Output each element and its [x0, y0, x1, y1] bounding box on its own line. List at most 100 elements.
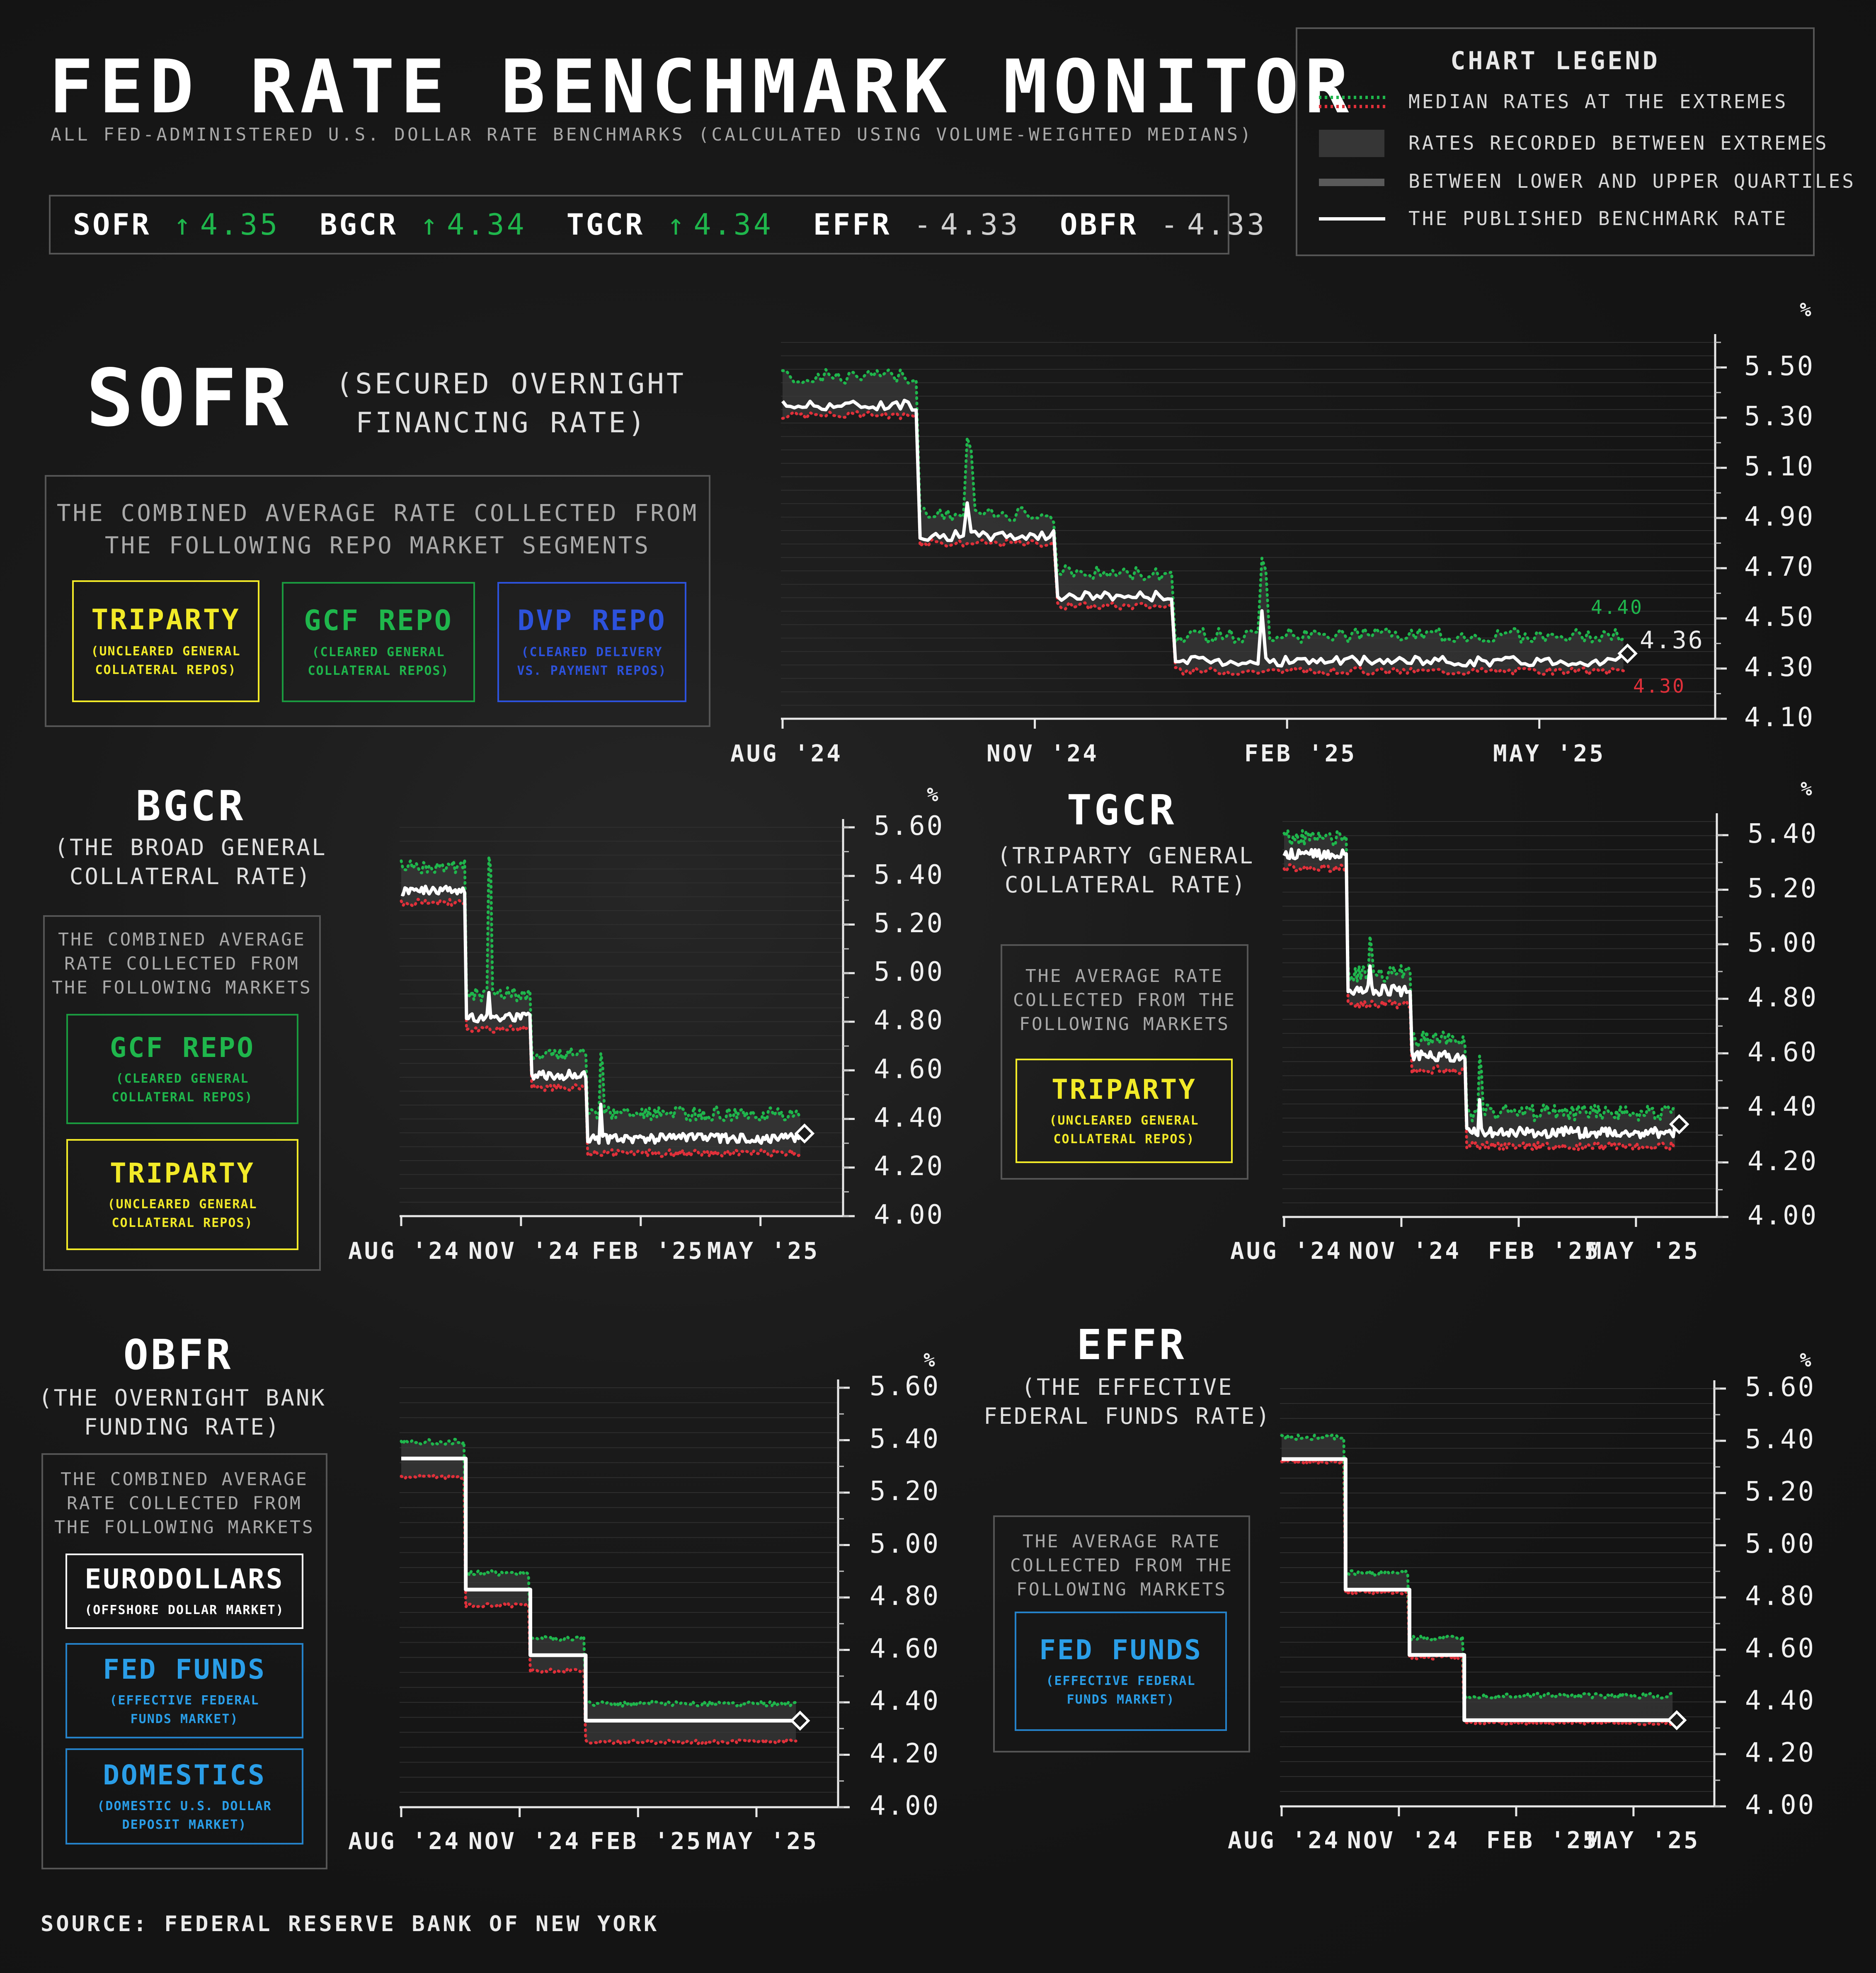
y-tick-label: 4.30 [1744, 652, 1815, 683]
y-unit: % [927, 783, 940, 806]
bgcr-segment-triparty: TRIPARTY (UNCLEARED GENERAL COLLATERAL REP… [66, 1139, 298, 1250]
y-tick-label: 4.40 [1748, 1091, 1818, 1122]
ticker-name: EFFR [813, 208, 892, 242]
segment-desc: (CLEARED DELIVERY VS. PAYMENT REPOS) [517, 643, 667, 680]
segment-desc-1: (UNCLEARED GENERAL [91, 644, 241, 659]
ticker-obfr: OBFR -4.33 [1060, 208, 1267, 242]
legend-label: RATES RECORDED BETWEEN EXTREMES [1408, 132, 1829, 154]
obfr-fullname: (THE OVERNIGHT BANK FUNDING RATE) [39, 1385, 326, 1440]
y-tick-label: 4.00 [874, 1200, 945, 1231]
segment-name: EURODOLLARS [85, 1563, 284, 1595]
segment-name: FED FUNDS [1039, 1634, 1202, 1666]
bgcr-heading: BGCR [136, 782, 246, 830]
segment-desc-2: COLLATERAL REPOS) [1053, 1132, 1195, 1146]
y-tick-label: 5.40 [870, 1423, 940, 1454]
x-tick-label: AUG '24 [1230, 1238, 1343, 1265]
ticker-arrow: - [914, 208, 931, 242]
obfr-current-marker [790, 1711, 810, 1731]
y-tick-label: 5.00 [1745, 1529, 1816, 1560]
y-tick-label: 5.40 [874, 859, 945, 890]
segment-name: TRIPARTY [91, 603, 240, 636]
segment-desc-2: COLLATERAL REPOS) [111, 1215, 253, 1230]
x-tick-label: MAY '25 [1588, 1827, 1700, 1854]
x-tick-label: AUG '24 [730, 740, 843, 767]
sofr-segment-triparty: TRIPARTY (UNCLEARED GENERAL COLLATERAL REP… [72, 580, 259, 702]
y-tick-label: 5.40 [1748, 819, 1818, 850]
segment-desc: (EFFECTIVE FEDERAL FUNDS MARKET) [109, 1691, 259, 1728]
segment-desc: (UNCLEARED GENERAL COLLATERAL REPOS) [107, 1195, 257, 1232]
legend-title: CHART LEGEND [1450, 46, 1660, 75]
y-tick-label: 4.40 [1745, 1685, 1816, 1716]
ticker-bgcr: BGCR ↑ 4.34 [320, 208, 526, 242]
sofr-annotation-current: 4.36 [1640, 626, 1704, 654]
y-tick-label: 4.60 [1745, 1633, 1816, 1664]
y-tick-label: 5.30 [1744, 401, 1815, 432]
ticker-name: OBFR [1060, 208, 1138, 242]
ticker-arrow: ↑ [667, 208, 685, 242]
segment-desc-2: FUNDS MARKET) [1066, 1692, 1175, 1707]
y-tick-label: 4.20 [874, 1151, 945, 1182]
obfr-segment-fed-funds: FED FUNDS (EFFECTIVE FEDERAL FUNDS MARKET) [65, 1643, 303, 1738]
segment-name: GCF REPO [304, 604, 453, 637]
y-tick-label: 4.00 [870, 1791, 940, 1822]
sofr-low-series [781, 410, 1625, 676]
segment-desc-1: (OFFSHORE DOLLAR MARKET) [85, 1603, 284, 1617]
sofr-range-band [783, 369, 1624, 675]
sofr-fullname: (SECURED OVERNIGHT FINANCING RATE) [336, 368, 686, 439]
x-tick-label: NOV '24 [986, 740, 1099, 767]
segment-desc-2: COLLATERAL REPOS) [95, 662, 237, 677]
x-tick-label: FEB '25 [590, 1828, 703, 1855]
legend-label: MEDIAN RATES AT THE EXTREMES [1408, 90, 1788, 113]
tgcr-fullname: (TRIPARTY GENERAL COLLATERAL RATE) [997, 843, 1255, 898]
y-tick-label: 4.40 [870, 1686, 940, 1717]
y-tick-label: 5.20 [870, 1476, 940, 1507]
effr-fullname: (THE EFFECTIVE FEDERAL FUNDS RATE) [984, 1374, 1271, 1429]
segment-desc-1: (EFFECTIVE FEDERAL [1046, 1673, 1196, 1688]
tgcr-info-box: THE AVERAGE RATE COLLECTED FROM THE FOLLOW… [1001, 944, 1248, 1180]
obfr-benchmark-series [401, 1457, 796, 1723]
ticker-arrow: ↑ [420, 208, 438, 242]
x-tick-label: AUG '24 [348, 1238, 461, 1265]
y-tick-label: 5.00 [874, 957, 945, 988]
segment-desc-1: (DOMESTIC U.S. DOLLAR [97, 1798, 272, 1813]
x-tick-label: AUG '24 [1228, 1827, 1340, 1854]
x-tick-label: AUG '24 [348, 1828, 461, 1855]
ticker-value: 4.34 [693, 208, 773, 242]
ticker-tgcr: TGCR ↑ 4.34 [567, 208, 773, 242]
y-unit: % [923, 1349, 937, 1371]
y-tick-label: 5.20 [874, 908, 945, 939]
y-tick-label: 4.80 [874, 1005, 945, 1036]
x-tick-label: NOV '24 [1349, 1238, 1462, 1265]
effr-low-series [1280, 1458, 1674, 1726]
legend-swatch-band [1319, 130, 1384, 157]
x-tick-label: MAY '25 [707, 1238, 820, 1265]
x-tick-label: FEB '25 [1486, 1827, 1599, 1854]
y-tick-label: 5.10 [1744, 451, 1815, 482]
segment-desc-2: FUNDS MARKET) [130, 1711, 239, 1726]
bgcr-segment-gcf-repo: GCF REPO (CLEARED GENERAL COLLATERAL REPOS… [66, 1014, 298, 1124]
y-tick-label: 4.20 [1745, 1738, 1816, 1769]
x-tick-label: NOV '24 [468, 1238, 581, 1265]
legend-label: THE PUBLISHED BENCHMARK RATE [1408, 207, 1788, 230]
y-unit: % [1801, 778, 1814, 800]
ticker-value: 4.34 [447, 208, 527, 242]
x-tick-label: MAY '25 [1493, 740, 1606, 767]
x-tick-label: NOV '24 [468, 1828, 581, 1855]
effr-benchmark-series [1281, 1457, 1673, 1722]
obfr-segment-domestics: DOMESTICS (DOMESTIC U.S. DOLLAR DEPOSIT MA… [65, 1748, 303, 1845]
sofr-annotation-low: 4.30 [1633, 675, 1686, 697]
effr-segment-fed-funds: FED FUNDS (EFFECTIVE FEDERAL FUNDS MARKET) [1015, 1612, 1227, 1731]
tgcr-heading: TGCR [1066, 786, 1177, 834]
obfr-info-box: THE COMBINED AVERAGE RATE COLLECTED FROM T… [41, 1453, 327, 1869]
sofr-segment-gcf-repo: GCF REPO (CLEARED GENERAL COLLATERAL REPOS… [282, 582, 475, 702]
y-tick-label: 4.00 [1748, 1200, 1818, 1231]
sofr-desc-2: THE FOLLOWING REPO MARKET SEGMENTS [104, 532, 651, 559]
segment-name: GCF REPO [110, 1031, 255, 1064]
ticker-value: 4.33 [1187, 208, 1267, 242]
y-tick-label: 4.40 [874, 1102, 945, 1133]
obfr-segment-eurodollars: EURODOLLARS (OFFSHORE DOLLAR MARKET) [65, 1554, 303, 1629]
y-tick-label: 4.50 [1744, 602, 1815, 633]
bgcr-info-box: THE COMBINED AVERAGE RATE COLLECTED FROM T… [43, 915, 321, 1271]
